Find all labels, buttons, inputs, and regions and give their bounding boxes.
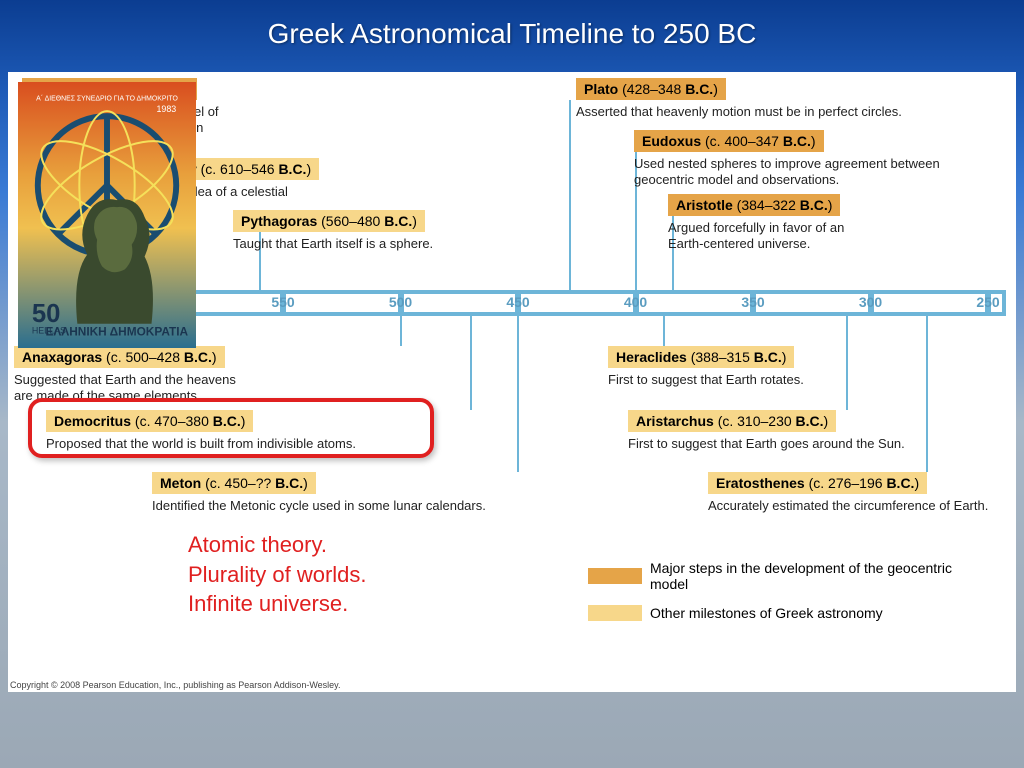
democritus-stamp: Α΄ ΔΙΕΘΝΕΣ ΣΥΝΕΔΡΙΟ ΓΙΑ ΤΟ ΔΗΜΟΚΡΙΤΟ 198… bbox=[8, 72, 206, 358]
entry-heraclides: Heraclides (388–315 B.C.) First to sugges… bbox=[608, 346, 868, 388]
legend-swatch bbox=[588, 605, 642, 621]
entry-pythagoras: Pythagoras (560–480 B.C.) Taught that Ear… bbox=[233, 210, 483, 252]
axis-tick-label: 450 bbox=[506, 294, 529, 310]
timeline-panel: 650600550500450400350300250 Thales (c. 6… bbox=[8, 72, 1016, 692]
stamp-value: 50 bbox=[32, 300, 61, 328]
entry-desc: Accurately estimated the circumference o… bbox=[708, 498, 1008, 514]
entry-anaxagoras: Anaxagoras (c. 500–428 B.C.)Suggested th… bbox=[14, 346, 254, 405]
entry-meton: Meton (c. 450–?? B.C.) Identified the Met… bbox=[152, 472, 552, 514]
entry-tag: Anaxagoras (c. 500–428 B.C.) bbox=[14, 346, 225, 368]
entry-tag: Aristarchus (c. 310–230 B.C.) bbox=[628, 410, 836, 432]
legend-item: Major steps in the development of the ge… bbox=[588, 560, 988, 592]
entry-aristarchus: Aristarchus (c. 310–230 B.C.) First to su… bbox=[628, 410, 928, 452]
axis-tick-label: 250 bbox=[976, 294, 999, 310]
entry-eudoxus: Eudoxus (c. 400–347 B.C.) Used nested sph… bbox=[634, 130, 954, 189]
entry-desc: Identified the Metonic cycle used in som… bbox=[152, 498, 552, 514]
entry-plato: Plato (428–348 B.C.) Asserted that heaven… bbox=[576, 78, 956, 120]
copyright: Copyright © 2008 Pearson Education, Inc.… bbox=[10, 680, 341, 690]
stamp-top-text: Α΄ ΔΙΕΘΝΕΣ ΣΥΝΕΔΡΙΟ ΓΙΑ ΤΟ ΔΗΜΟΚΡΙΤΟ bbox=[36, 95, 178, 102]
legend-item: Other milestones of Greek astronomy bbox=[588, 604, 988, 621]
stamp-year: 1983 bbox=[156, 104, 176, 114]
axis-tick-label: 400 bbox=[624, 294, 647, 310]
stamp-bottom: ΕΛΛΗΝΙΚΗ ΔΗΜΟΚΡΑΤΙΑ bbox=[45, 325, 188, 339]
entry-eratosthenes: Eratosthenes (c. 276–196 B.C.) Accurately… bbox=[708, 472, 1008, 514]
axis-tick-label: 350 bbox=[741, 294, 764, 310]
entry-aristotle: Aristotle (384–322 B.C.) Argued forcefull… bbox=[668, 194, 878, 253]
legend-label: Other milestones of Greek astronomy bbox=[650, 605, 970, 621]
axis-tick-label: 550 bbox=[271, 294, 294, 310]
entry-desc: Asserted that heavenly motion must be in… bbox=[576, 104, 956, 120]
legend-label: Major steps in the development of the ge… bbox=[650, 560, 970, 592]
axis-tick-label: 500 bbox=[389, 294, 412, 310]
axis-tick-label: 300 bbox=[859, 294, 882, 310]
entry-desc: Argued forcefully in favor of an Earth-c… bbox=[668, 220, 878, 253]
entry-desc: First to suggest that Earth rotates. bbox=[608, 372, 868, 388]
entry-tag: Eudoxus (c. 400–347 B.C.) bbox=[634, 130, 824, 152]
democritus-annotation: Atomic theory.Plurality of worlds.Infini… bbox=[188, 530, 367, 619]
entry-tag: Meton (c. 450–?? B.C.) bbox=[152, 472, 316, 494]
entry-desc: Taught that Earth itself is a sphere. bbox=[233, 236, 483, 252]
entry-tag: Aristotle (384–322 B.C.) bbox=[668, 194, 840, 216]
entry-tag: Pythagoras (560–480 B.C.) bbox=[233, 210, 425, 232]
page-title: Greek Astronomical Timeline to 250 BC bbox=[0, 0, 1024, 64]
entry-tag: Eratosthenes (c. 276–196 B.C.) bbox=[708, 472, 927, 494]
entry-desc: First to suggest that Earth goes around … bbox=[628, 436, 928, 452]
entry-desc: Used nested spheres to improve agreement… bbox=[634, 156, 954, 189]
entry-tag: Heraclides (388–315 B.C.) bbox=[608, 346, 794, 368]
highlight-democritus bbox=[28, 398, 434, 458]
legend-swatch bbox=[588, 568, 642, 584]
entry-tag: Plato (428–348 B.C.) bbox=[576, 78, 726, 100]
